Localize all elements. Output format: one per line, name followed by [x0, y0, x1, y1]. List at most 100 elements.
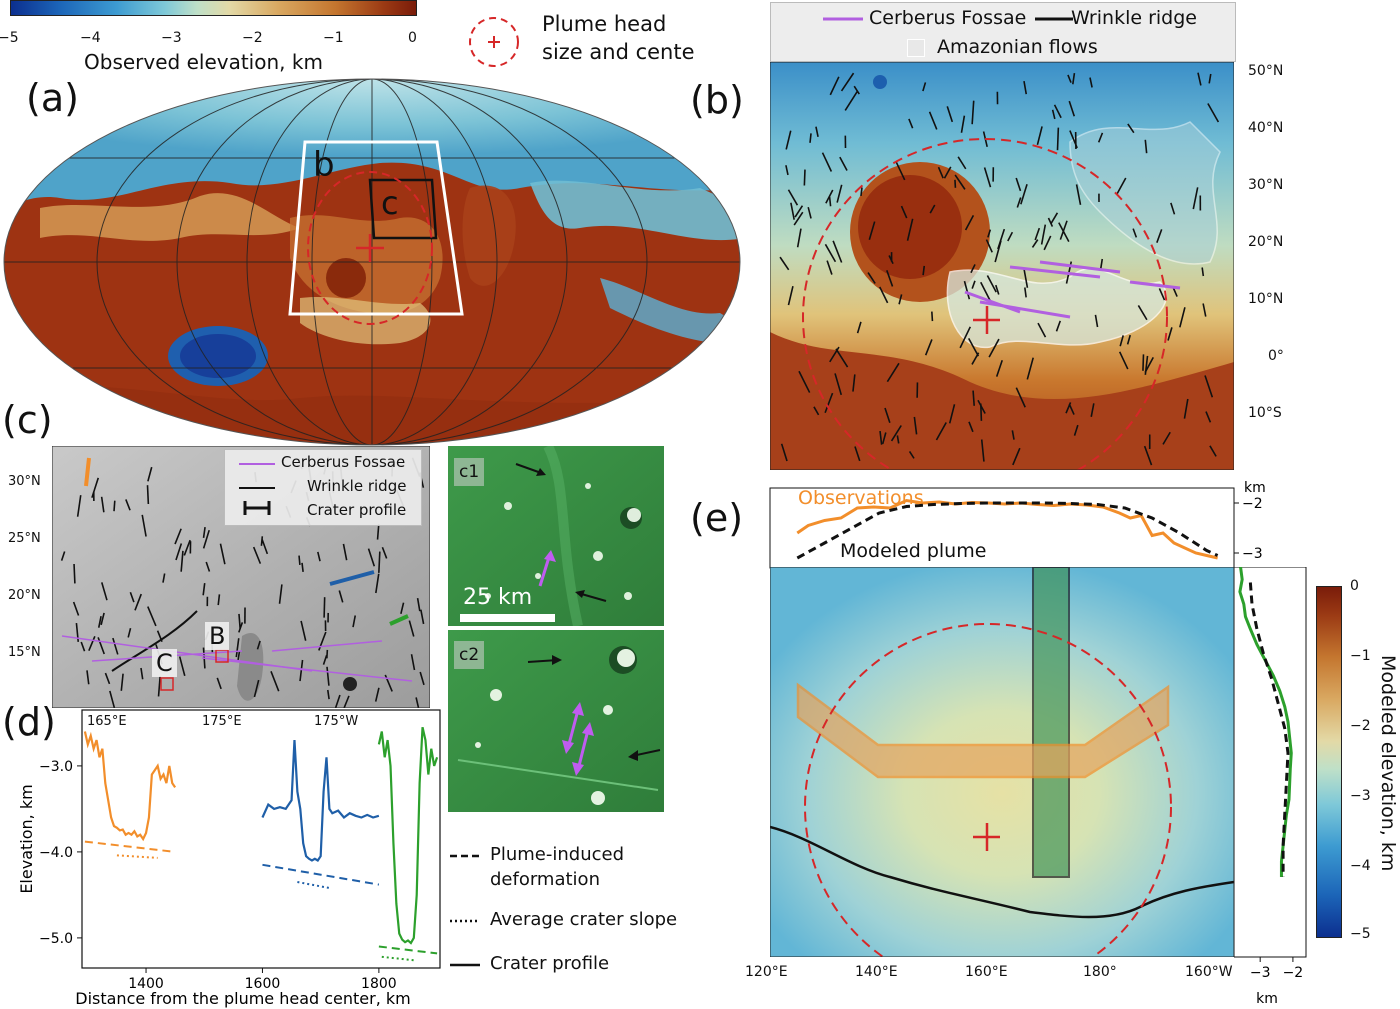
wrinkle-ridge	[140, 667, 144, 680]
wrinkle-ridge	[109, 690, 116, 708]
wrinkle-ridge	[76, 495, 82, 517]
wrinkle-ridge	[1094, 314, 1099, 328]
wrinkle-ridge	[420, 609, 425, 625]
wrinkle-ridge	[300, 620, 307, 641]
wrinkle-ridge	[125, 499, 131, 511]
wrinkle-ridge	[960, 115, 966, 133]
wrinkle-ridge	[1050, 212, 1059, 225]
wrinkle-ridge	[235, 638, 240, 658]
wrinkle-ridge	[261, 539, 269, 555]
wrinkle-ridge	[1068, 403, 1075, 415]
scale-bar-label: 25 km	[463, 585, 533, 610]
wrinkle-ridge	[929, 204, 936, 214]
wrinkle-ridge	[1132, 228, 1138, 238]
wrinkle-ridge	[1016, 197, 1022, 208]
wrinkle-ridge	[113, 500, 116, 512]
wrinkle-ridge	[898, 294, 903, 305]
panel-e-top-profile: Observations Modeled plume −2 −3 km	[769, 480, 1266, 569]
wrinkle-ridge	[100, 496, 105, 513]
wrinkle-ridge	[146, 485, 150, 505]
plot-frame	[81, 709, 441, 969]
lat-tick: 10°S	[1248, 405, 1282, 421]
wrinkle-ridge	[73, 563, 76, 584]
panel-b-map	[770, 62, 1234, 470]
legend-fossae-label: Cerberus Fossae	[869, 7, 1027, 29]
wrinkle-ridge	[374, 687, 380, 702]
wrinkle-ridge	[922, 265, 926, 276]
x-tick-label: 1400	[128, 976, 164, 992]
wrinkle-ridge	[157, 675, 161, 697]
wrinkle-ridge	[879, 286, 889, 304]
wrinkle-ridge	[419, 671, 425, 686]
lat-tick: 30°N	[1248, 177, 1284, 193]
wrinkle-ridge	[890, 425, 902, 442]
wrinkle-ridge	[1116, 177, 1127, 195]
legend-crater-label: Crater profile	[307, 501, 407, 519]
lon-tick: 165°E	[87, 714, 127, 729]
wrinkle-ridge	[326, 689, 330, 700]
wrinkle-ridge	[1118, 351, 1129, 370]
profile-frame	[769, 487, 1235, 569]
wrinkle-ridge	[884, 407, 891, 423]
wrinkle-ridge	[1051, 109, 1056, 120]
wrinkle-ridge	[129, 591, 135, 603]
wrinkle-ridge	[100, 582, 108, 601]
wrinkle-ridge	[352, 615, 357, 628]
wrinkle-ridge	[908, 451, 915, 459]
wrinkle-ridge	[256, 640, 261, 650]
wrinkle-ridge	[180, 550, 184, 572]
wrinkle-ridge	[1172, 287, 1178, 297]
wrinkle-ridge	[834, 373, 843, 396]
wrinkle-ridge	[375, 573, 380, 594]
wrinkle-ridge	[80, 641, 86, 652]
legend-ridge-swatch	[239, 487, 275, 489]
wrinkle-ridge	[216, 677, 222, 690]
wrinkle-ridge	[790, 202, 795, 220]
wrinkle-ridge	[1207, 103, 1220, 123]
wrinkle-ridge	[997, 228, 1006, 250]
wrinkle-ridge	[408, 620, 415, 637]
legend-fossae-swatch	[239, 463, 275, 465]
wrinkle-ridge	[410, 654, 416, 671]
profile-line-0	[796, 498, 1218, 560]
series-line-8	[381, 955, 414, 962]
wrinkle-ridge	[1143, 445, 1153, 466]
wrinkle-ridge	[829, 76, 840, 96]
cbar-tick: −3	[1350, 788, 1371, 804]
wrinkle-ridge	[900, 205, 908, 219]
wrinkle-ridge	[1040, 224, 1047, 245]
wrinkle-ridge	[1144, 355, 1149, 375]
wrinkle-ridge	[1015, 387, 1026, 408]
wrinkle-ridge	[1201, 267, 1205, 277]
cbar-tick: −1	[1350, 648, 1371, 664]
wrinkle-ridge	[943, 166, 952, 179]
wrinkle-ridge	[219, 543, 226, 565]
wrinkle-ridge	[867, 272, 876, 284]
wrinkle-ridge	[995, 284, 1000, 295]
colorbar-label: Observed elevation, km	[84, 50, 323, 74]
wrinkle-ridge	[954, 174, 966, 190]
plume-legend-line2: size and cente	[542, 40, 695, 64]
modeled-cbar-label: Modeled elevation, km	[1377, 655, 1399, 872]
series-line-4	[262, 863, 380, 886]
wrinkle-ridge	[928, 111, 938, 130]
wrinkle-ridge	[97, 615, 102, 628]
wrinkle-ridge	[323, 597, 326, 618]
wrinkle-ridge	[985, 239, 993, 253]
wrinkle-ridge	[964, 214, 975, 231]
wrinkle-ridge	[1069, 130, 1078, 149]
wrinkle-ridge	[780, 443, 788, 462]
series-line-6	[377, 726, 439, 945]
lon-tick: 140°E	[855, 964, 898, 980]
x-axis-label: Distance from the plume head center, km	[75, 989, 411, 1008]
wrinkle-ridge	[807, 206, 812, 219]
panel-c-lat-ticks: 30°N 25°N 20°N 15°N	[4, 470, 52, 670]
observed-elevation-colorbar	[10, 0, 417, 16]
wrinkle-ridge	[1205, 411, 1212, 423]
wrinkle-ridge	[343, 695, 350, 708]
wrinkle-ridge	[1012, 447, 1021, 466]
lon-tick: 160°E	[965, 964, 1008, 980]
legend-ridge-swatch	[1035, 17, 1073, 21]
wrinkle-ridge	[134, 593, 142, 611]
